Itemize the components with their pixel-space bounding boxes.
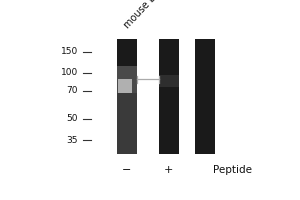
Text: 150: 150 (61, 47, 78, 56)
Bar (159, 75, 179, 87)
Bar (117, 93, 137, 154)
Bar (117, 39, 137, 154)
Text: 50: 50 (67, 114, 78, 123)
Text: −: − (122, 165, 132, 175)
Bar (117, 66, 137, 93)
Text: mouse brain: mouse brain (122, 0, 171, 30)
Text: 70: 70 (67, 86, 78, 95)
Text: +: + (164, 165, 173, 175)
Text: 35: 35 (67, 136, 78, 145)
Text: Peptide: Peptide (213, 165, 252, 175)
Bar (118, 79, 132, 93)
Text: 100: 100 (61, 68, 78, 77)
Bar (195, 39, 215, 154)
Bar (159, 39, 179, 154)
